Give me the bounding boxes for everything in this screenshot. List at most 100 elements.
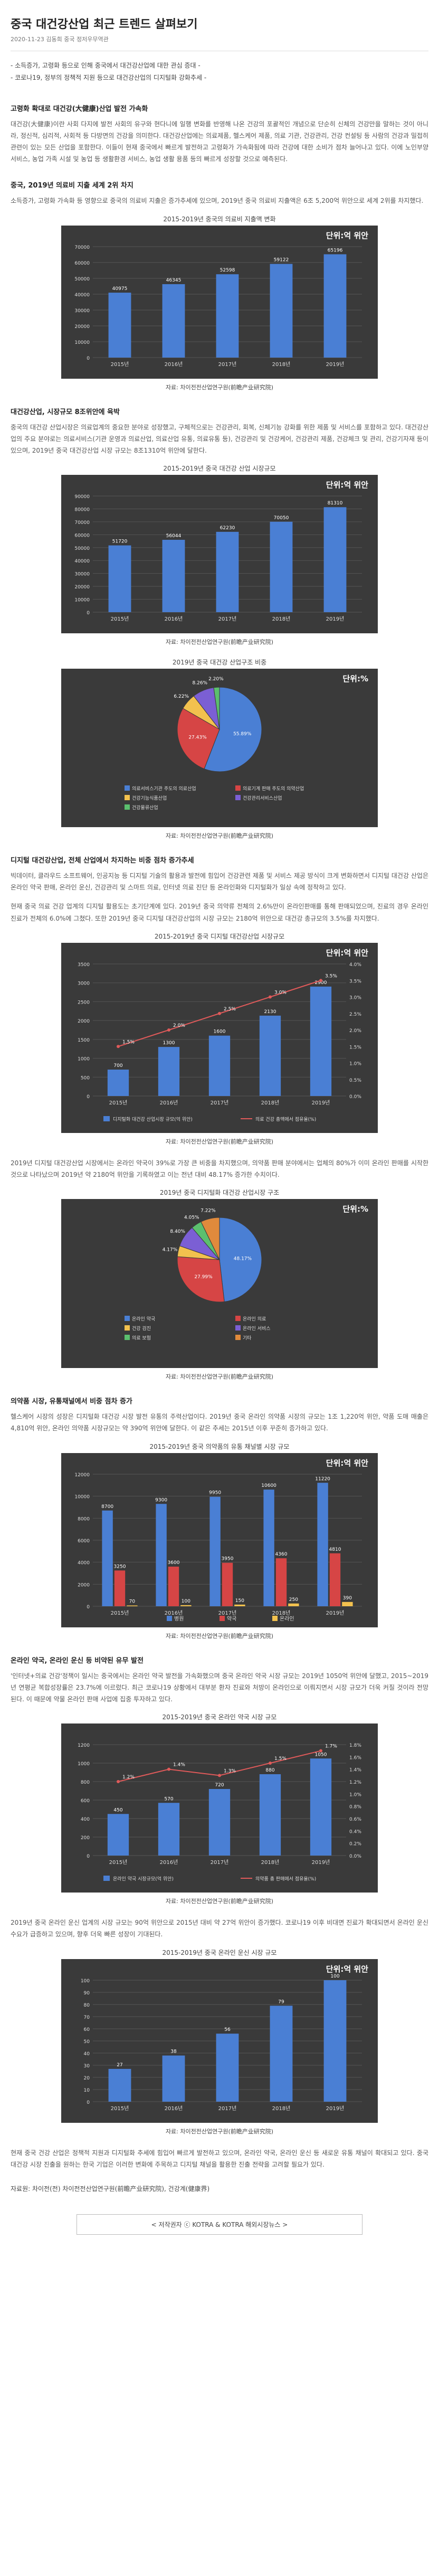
bar bbox=[270, 2005, 293, 2102]
data-label: 11220 bbox=[315, 1476, 330, 1482]
data-label: 390 bbox=[343, 1595, 352, 1600]
pie-slice bbox=[177, 1256, 225, 1303]
paragraph: 대건강(大健康)이란 사회 다지에 발전 사회의 유구와 현다니에 일행 변화를… bbox=[11, 120, 428, 163]
chart-unit-label: 단위:억 위안 bbox=[326, 948, 368, 958]
chart-title: 2015-2019년 중국 온라인 운신 시장 규모 bbox=[162, 1949, 277, 1956]
x-tick-label: 2015년 bbox=[111, 616, 129, 622]
pie-chart: 단위:% 55.89% 27.43% 6.22% 8.26%2.20% 의료서비스기관 주… bbox=[61, 669, 378, 828]
bar-chart: 단위:억 위안 0 10000 20000 30000 40000 50000 60000 70… bbox=[61, 475, 378, 634]
bar bbox=[107, 1814, 129, 1856]
paragraph: 현재 중국 건강 산업은 정책적 지원과 디지털화 추세에 힘입어 빠르게 발전… bbox=[11, 2149, 428, 2168]
data-label: 570 bbox=[164, 1796, 173, 1802]
chart-canvas: 단위:% 48.17% 27.99% 4.17% 8.40% 4.05% 7.22% 온라인 … bbox=[61, 1199, 378, 1369]
paragraph: 중국의 대건강 산업시장은 의료업계의 중요한 분야로 성장했고, 구체적으로는… bbox=[11, 423, 428, 454]
data-label: 1050 bbox=[315, 1752, 327, 1757]
data-label: 3600 bbox=[168, 1560, 180, 1566]
y-tick-label: 2000 bbox=[78, 1019, 90, 1024]
source-caption: 자료: 차이전전산업연구원(前瞻产业研究院) bbox=[165, 1138, 274, 1145]
bar bbox=[158, 1803, 180, 1856]
legend-label: 의료 보험 bbox=[132, 1335, 151, 1341]
data-label: 38 bbox=[170, 2049, 177, 2054]
y-tick-label: 3500 bbox=[78, 962, 90, 968]
slice-label: 27.43% bbox=[188, 735, 207, 741]
data-label: 2130 bbox=[264, 1009, 276, 1015]
chart-block: 2015-2019년 중국 디지털 대건강산업 시장규모 단위:억 위안 0 500… bbox=[61, 932, 378, 1146]
legend-label: 건강관리서비스산업 bbox=[243, 795, 282, 801]
x-tick-label: 2019년 bbox=[326, 361, 345, 368]
data-label: 56 bbox=[224, 2027, 231, 2032]
chart-unit-label: 단위:% bbox=[342, 674, 368, 683]
data-label: 51720 bbox=[112, 539, 128, 545]
chart-canvas: 단위:억 위안 0 500 1000 1500 2000 2500 3000 3500 0.0% 0… bbox=[61, 942, 378, 1133]
line-point bbox=[117, 1045, 120, 1048]
y-tick-label: 20000 bbox=[74, 324, 90, 330]
y-tick-label: 20000 bbox=[74, 585, 90, 590]
y-tick-label: 50000 bbox=[74, 546, 90, 551]
y-tick-label: 0 bbox=[87, 1854, 90, 1859]
x-tick-label: 2016년 bbox=[160, 1859, 178, 1866]
y-tick-label: 70 bbox=[84, 2015, 90, 2020]
chart-block: 2019년 중국 대건강 산업구조 비중 단위:% 55.89% 27.43% 6.2… bbox=[61, 658, 378, 840]
x-tick-label: 2015년 bbox=[111, 361, 129, 368]
legend-label: 병원 bbox=[174, 1616, 184, 1622]
bar bbox=[342, 1601, 353, 1606]
y2-tick-label: 0.2% bbox=[349, 1842, 361, 1847]
chart-unit-label: 단위:% bbox=[342, 1204, 368, 1214]
bar bbox=[209, 1496, 221, 1606]
legend-swatch bbox=[103, 1876, 110, 1881]
chart-canvas: 단위:% 55.89% 27.43% 6.22% 8.26% 2.20% 의료서비스기관 주… bbox=[61, 669, 378, 828]
bar bbox=[259, 1774, 281, 1856]
source-caption: 자료: 차이전전산업연구원(前瞻产业研究院) bbox=[165, 832, 274, 840]
x-tick-label: 2019년 bbox=[326, 616, 345, 622]
data-label: 720 bbox=[215, 1783, 224, 1788]
x-tick-label: 2018년 bbox=[272, 1610, 291, 1616]
data-label: 4810 bbox=[329, 1547, 341, 1552]
bar bbox=[310, 986, 332, 1096]
data-label: 880 bbox=[265, 1768, 274, 1773]
paragraph: '인터넷+의료 건강'정책이 일시는 중국에서는 온라인 약국 발전을 가속화했… bbox=[11, 1672, 428, 1703]
y-tick-label: 4000 bbox=[78, 1560, 90, 1566]
data-label: 3250 bbox=[114, 1564, 126, 1569]
data-label: 2900 bbox=[315, 980, 327, 986]
chart-title: 2019년 중국 대건강 산업구조 비중 bbox=[172, 659, 267, 667]
legend-swatch bbox=[125, 785, 130, 791]
summary-bullets: - 소득증가, 고령화 등으로 인해 중국에서 대건강산업에 대한 관심 증대 … bbox=[0, 60, 439, 84]
x-tick-label: 2019년 bbox=[312, 1100, 330, 1106]
line-data-label: 1.4% bbox=[173, 1763, 185, 1768]
y2-tick-label: 3.0% bbox=[349, 995, 361, 1000]
bar bbox=[329, 1553, 341, 1606]
y-tick-label: 10000 bbox=[74, 340, 90, 345]
y-tick-label: 0 bbox=[87, 611, 90, 616]
bar bbox=[310, 1758, 332, 1856]
x-tick-label: 2017년 bbox=[218, 2105, 237, 2112]
source-caption: 자료: 차이전전산업연구원(前瞻产业研究院) bbox=[165, 639, 274, 646]
x-tick-label: 2016년 bbox=[160, 1100, 178, 1106]
x-tick-label: 2018년 bbox=[272, 2105, 291, 2112]
x-tick-label: 2016년 bbox=[165, 1610, 183, 1616]
source-caption: 자료: 차이전전산업연구원(前瞻产业研究院) bbox=[165, 1632, 274, 1640]
y-tick-label: 100 bbox=[81, 1979, 90, 1984]
grouped-bar-chart: 단위:억 위안 0 2000 4000 6000 8000 10000 12000 2015년 8… bbox=[61, 1453, 378, 1627]
y-tick-label: 10 bbox=[84, 2088, 90, 2093]
y-tick-label: 1000 bbox=[78, 1762, 90, 1767]
y-tick-label: 30 bbox=[84, 2064, 90, 2069]
x-tick-label: 2019년 bbox=[326, 1610, 345, 1616]
data-label: 79 bbox=[278, 1999, 284, 2004]
legend-label: 온라인 의료 bbox=[243, 1316, 266, 1322]
slice-label: 4.05% bbox=[184, 1215, 199, 1221]
y-tick-label: 0 bbox=[87, 356, 90, 361]
y-tick-label: 70000 bbox=[74, 245, 90, 250]
pie-slice bbox=[219, 1217, 262, 1303]
data-label: 150 bbox=[235, 1598, 244, 1603]
legend-label: 온라인 약국 시장규모(억 위안) bbox=[113, 1876, 174, 1882]
y-tick-label: 0 bbox=[87, 1605, 90, 1610]
legend-label: 온라인 약국 bbox=[132, 1316, 155, 1322]
x-tick-label: 2019년 bbox=[326, 2105, 345, 2112]
legend-label: 온라인 bbox=[280, 1616, 294, 1622]
bar-chart: 단위:억 위안 0 10000 20000 30000 40000 50000 60000 70… bbox=[61, 225, 378, 379]
x-tick-label: 2016년 bbox=[165, 361, 183, 368]
source-caption: 자료: 차이전전산업연구원(前瞻产业研究院) bbox=[165, 1898, 274, 1905]
chart-title: 2015-2019년 중국 디지털 대건강산업 시장규모 bbox=[154, 932, 285, 940]
data-label: 450 bbox=[113, 1807, 122, 1813]
chart-unit-label: 단위:억 위안 bbox=[326, 231, 368, 240]
